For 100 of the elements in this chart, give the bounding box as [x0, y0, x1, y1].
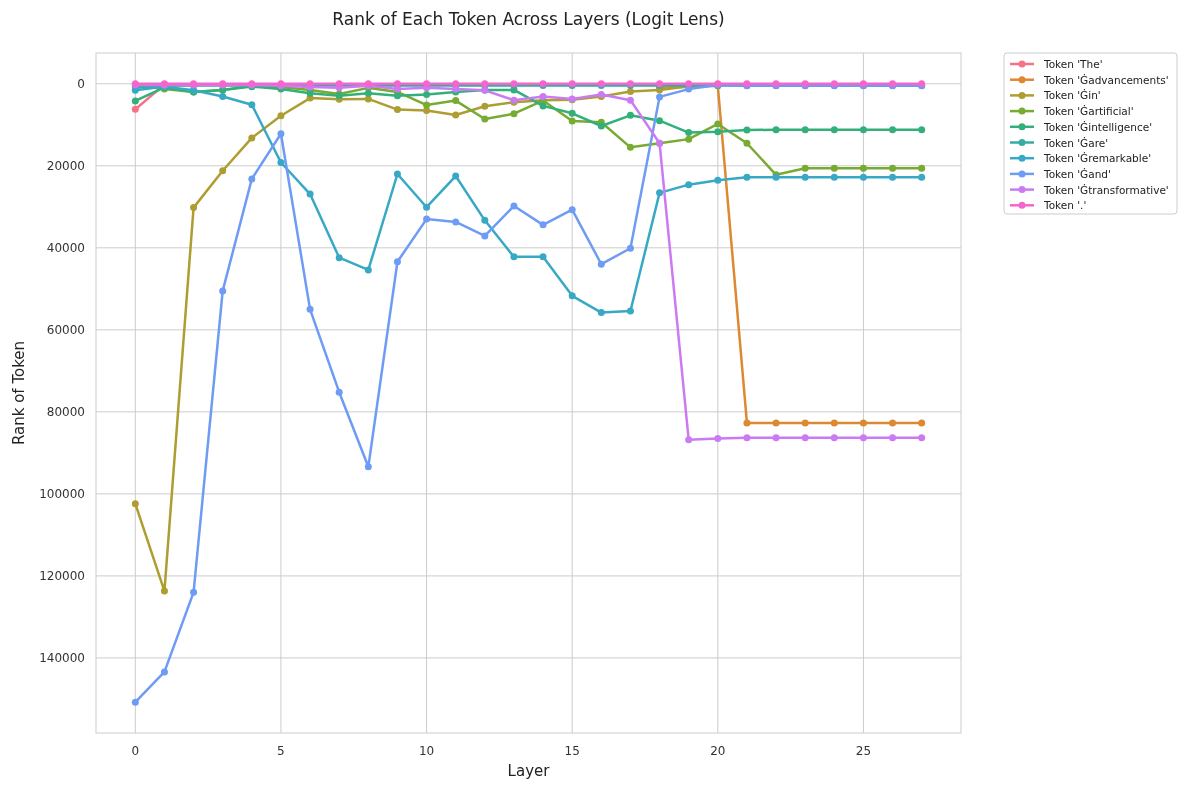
point	[626, 244, 634, 252]
point	[539, 92, 547, 100]
point	[685, 135, 693, 143]
legend-label: Token 'Ġadvancements'	[1043, 73, 1169, 86]
point	[714, 120, 722, 128]
point	[859, 173, 867, 181]
point	[568, 109, 576, 117]
point	[277, 159, 285, 167]
point	[452, 172, 460, 180]
point	[539, 221, 547, 229]
legend-label: Token 'Ġtransformative'	[1043, 183, 1169, 196]
point	[801, 173, 809, 181]
point	[626, 96, 634, 104]
point	[393, 258, 401, 266]
point	[685, 129, 693, 137]
legend-label: Token '.'	[1043, 199, 1087, 212]
x-tick-label: 5	[277, 744, 285, 758]
point	[510, 110, 518, 118]
point	[801, 164, 809, 172]
point	[743, 139, 751, 147]
point	[248, 175, 256, 183]
point	[364, 89, 372, 97]
point	[248, 134, 256, 142]
point	[306, 190, 314, 198]
legend-label: Token 'Ġremarkable'	[1043, 152, 1152, 165]
point	[830, 126, 838, 134]
point	[918, 419, 926, 427]
point	[801, 419, 809, 427]
point	[830, 173, 838, 181]
legend-label: Token 'Ġintelligence'	[1043, 120, 1153, 133]
point	[219, 287, 227, 295]
legend-label: Token 'The'	[1043, 58, 1103, 70]
y-tick-label: 100000	[39, 486, 85, 501]
legend-label: Token 'Ġand'	[1043, 167, 1111, 180]
point	[626, 143, 634, 151]
y-tick-label: 40000	[46, 240, 85, 255]
point	[918, 434, 926, 442]
point	[743, 173, 751, 181]
point	[830, 434, 838, 442]
point	[306, 305, 314, 313]
point	[277, 130, 285, 138]
point	[219, 167, 227, 175]
point	[772, 434, 780, 442]
point	[452, 218, 460, 226]
point	[889, 126, 897, 134]
point	[801, 126, 809, 134]
point	[889, 173, 897, 181]
point	[510, 202, 518, 210]
point	[160, 587, 168, 595]
point	[568, 117, 576, 125]
point	[772, 126, 780, 134]
point	[131, 97, 139, 105]
point	[685, 436, 693, 444]
point	[423, 101, 431, 109]
point	[277, 112, 285, 120]
point	[335, 388, 343, 396]
point	[510, 253, 518, 261]
point	[918, 173, 926, 181]
point	[481, 216, 489, 224]
legend-label: Token 'Ġartificial'	[1043, 105, 1134, 118]
point	[597, 122, 605, 130]
point	[918, 126, 926, 134]
point	[481, 102, 489, 110]
y-axis-title: Rank of Token	[10, 340, 28, 446]
point	[131, 698, 139, 706]
point	[481, 232, 489, 240]
x-axis-title: Layer	[507, 762, 551, 780]
point	[190, 204, 198, 212]
point	[859, 419, 867, 427]
point	[423, 203, 431, 211]
point	[685, 181, 693, 189]
point	[830, 419, 838, 427]
point	[335, 254, 343, 262]
x-tick-label: 10	[418, 744, 435, 758]
point	[626, 111, 634, 119]
point	[801, 434, 809, 442]
x-tick-label: 0	[131, 744, 140, 758]
x-tick-label: 15	[564, 744, 580, 758]
point	[714, 435, 722, 443]
point	[743, 126, 751, 134]
y-tick-label: 20000	[46, 158, 85, 173]
point	[423, 215, 431, 223]
point	[889, 434, 897, 442]
point	[364, 463, 372, 471]
point	[889, 419, 897, 427]
point	[393, 170, 401, 178]
point	[131, 105, 139, 113]
point	[626, 88, 634, 96]
point	[568, 292, 576, 300]
point	[656, 117, 664, 125]
x-tick-label: 25	[855, 744, 872, 758]
y-tick-label: 0	[77, 76, 85, 91]
point	[597, 309, 605, 317]
y-tick-label: 80000	[46, 404, 85, 419]
legend-label: Token 'Ġare'	[1043, 136, 1109, 149]
point	[743, 419, 751, 427]
point	[626, 307, 634, 315]
point	[131, 500, 139, 508]
point	[859, 126, 867, 134]
point	[364, 266, 372, 274]
